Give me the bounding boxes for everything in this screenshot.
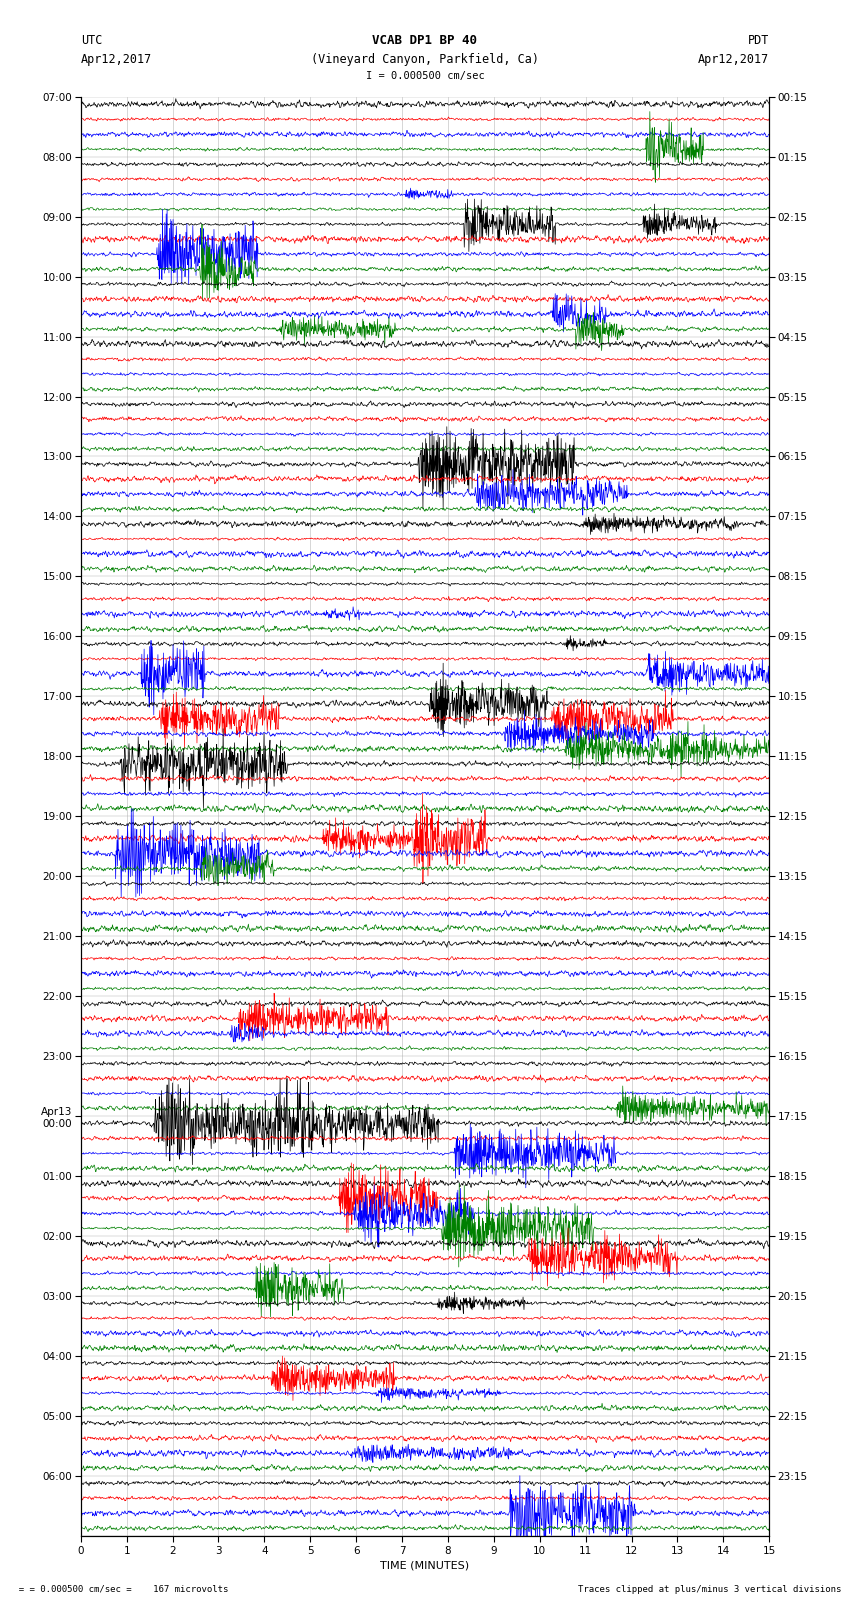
Text: VCAB DP1 BP 40: VCAB DP1 BP 40: [372, 34, 478, 47]
X-axis label: TIME (MINUTES): TIME (MINUTES): [381, 1560, 469, 1569]
Text: Apr12,2017: Apr12,2017: [81, 53, 152, 66]
Text: PDT: PDT: [748, 34, 769, 47]
Text: = = 0.000500 cm/sec =    167 microvolts: = = 0.000500 cm/sec = 167 microvolts: [8, 1584, 229, 1594]
Text: Apr12,2017: Apr12,2017: [698, 53, 769, 66]
Text: (Vineyard Canyon, Parkfield, Ca): (Vineyard Canyon, Parkfield, Ca): [311, 53, 539, 66]
Text: UTC: UTC: [81, 34, 102, 47]
Text: I = 0.000500 cm/sec: I = 0.000500 cm/sec: [366, 71, 484, 81]
Text: Traces clipped at plus/minus 3 vertical divisions: Traces clipped at plus/minus 3 vertical …: [578, 1584, 842, 1594]
